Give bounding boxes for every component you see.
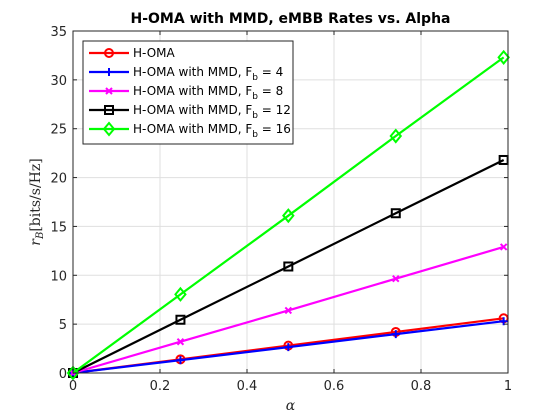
legend-label-tail: = 12 — [258, 103, 291, 117]
plot-frame — [72, 30, 509, 374]
x-axis-label: α — [286, 398, 296, 414]
legend-label-main: H-OMA with MMD, F — [133, 103, 252, 117]
y-tick-label: 15 — [50, 220, 67, 235]
legend-swatch-marker — [104, 48, 114, 58]
x-tick-label: 0 — [69, 379, 77, 394]
y-tick-label: 5 — [59, 318, 67, 333]
legend-label-tail: = 8 — [258, 84, 283, 98]
y-axis-label-sub: B — [35, 232, 46, 240]
legend-label-main: H-OMA — [133, 46, 175, 60]
series-3-point — [392, 274, 400, 283]
legend-swatch-marker — [104, 105, 114, 115]
series-3-point — [499, 243, 508, 251]
y-tick-label: 25 — [50, 123, 67, 138]
legend-label-sub: b — [252, 92, 258, 102]
legend-label-main: H-OMA with MMD, F — [133, 122, 252, 136]
x-tick-label: 0.6 — [324, 379, 345, 394]
legend-swatch-marker — [105, 87, 113, 95]
legend-label: H-OMA — [133, 46, 175, 60]
legend-item-4: H-OMA with MMD, Fb = 12 — [89, 103, 291, 121]
legend-swatch-marker — [105, 68, 113, 76]
legend-label: H-OMA with MMD, Fb = 12 — [133, 103, 291, 121]
y-axis-label-unit: [bits/s/Hz] — [28, 158, 44, 231]
y-tick-label: 0 — [59, 367, 67, 382]
chart-title: H-OMA with MMD, eMBB Rates vs. Alpha — [131, 11, 451, 27]
legend-label-tail: = 16 — [258, 122, 291, 136]
series-5-point — [66, 365, 80, 381]
series-2-point — [499, 317, 508, 326]
series-4-line — [72, 158, 505, 374]
x-tick-label: 0.2 — [150, 379, 171, 394]
x-tick-label: 0.8 — [411, 379, 432, 394]
legend-swatch-marker — [102, 121, 116, 137]
series-2-point — [284, 343, 293, 352]
legend-label: H-OMA with MMD, Fb = 8 — [133, 84, 283, 102]
legend-label-main: H-OMA with MMD, F — [133, 65, 252, 79]
series-5-line — [72, 56, 505, 374]
legend-label-sub: b — [252, 111, 258, 121]
legend-item-3: H-OMA with MMD, Fb = 8 — [89, 84, 283, 102]
series-layer — [66, 49, 510, 381]
series-5-point — [174, 286, 187, 302]
legend-item-1: H-OMA — [89, 46, 175, 60]
series-5-point — [389, 128, 403, 144]
series-5-point — [497, 49, 510, 65]
legend-label-sub: b — [252, 130, 258, 140]
series-2-point — [176, 356, 185, 365]
y-tick-label: 30 — [50, 74, 67, 89]
series-4-point — [175, 314, 186, 325]
y-axis-label-main: r — [28, 238, 44, 246]
legend-label: H-OMA with MMD, Fb = 4 — [133, 65, 283, 83]
series-5 — [66, 49, 510, 381]
legend-label-sub: b — [252, 73, 258, 83]
y-axis-label: rB[bits/s/Hz] — [28, 158, 46, 245]
series-3-point — [284, 306, 293, 315]
legend-box — [82, 40, 294, 145]
series-5-point — [282, 208, 295, 224]
y-tick-label: 10 — [50, 269, 67, 284]
y-tick-label: 20 — [50, 172, 67, 187]
legend-label-main: H-OMA with MMD, F — [133, 84, 252, 98]
x-tick-label: 0.4 — [237, 379, 258, 394]
y-tick-label: 35 — [50, 25, 67, 40]
series-2-point — [391, 330, 400, 339]
series-3-point — [176, 338, 185, 346]
series-4-point — [390, 208, 401, 219]
legend-label: H-OMA with MMD, Fb = 16 — [133, 122, 291, 140]
legend-item-2: H-OMA with MMD, Fb = 4 — [89, 65, 283, 83]
x-tick-label: 1 — [504, 379, 512, 394]
legend-label-tail: = 4 — [258, 65, 283, 79]
legend-item-5: H-OMA with MMD, Fb = 16 — [89, 121, 291, 140]
series-4-point — [283, 261, 294, 272]
